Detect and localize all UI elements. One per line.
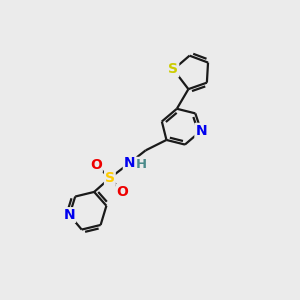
Text: S: S	[168, 62, 178, 76]
Text: O: O	[90, 158, 102, 172]
Text: N: N	[64, 208, 75, 222]
Text: N: N	[195, 124, 207, 138]
Text: S: S	[105, 171, 115, 185]
Text: O: O	[117, 185, 128, 199]
Text: N: N	[124, 156, 135, 170]
Text: H: H	[136, 158, 147, 171]
